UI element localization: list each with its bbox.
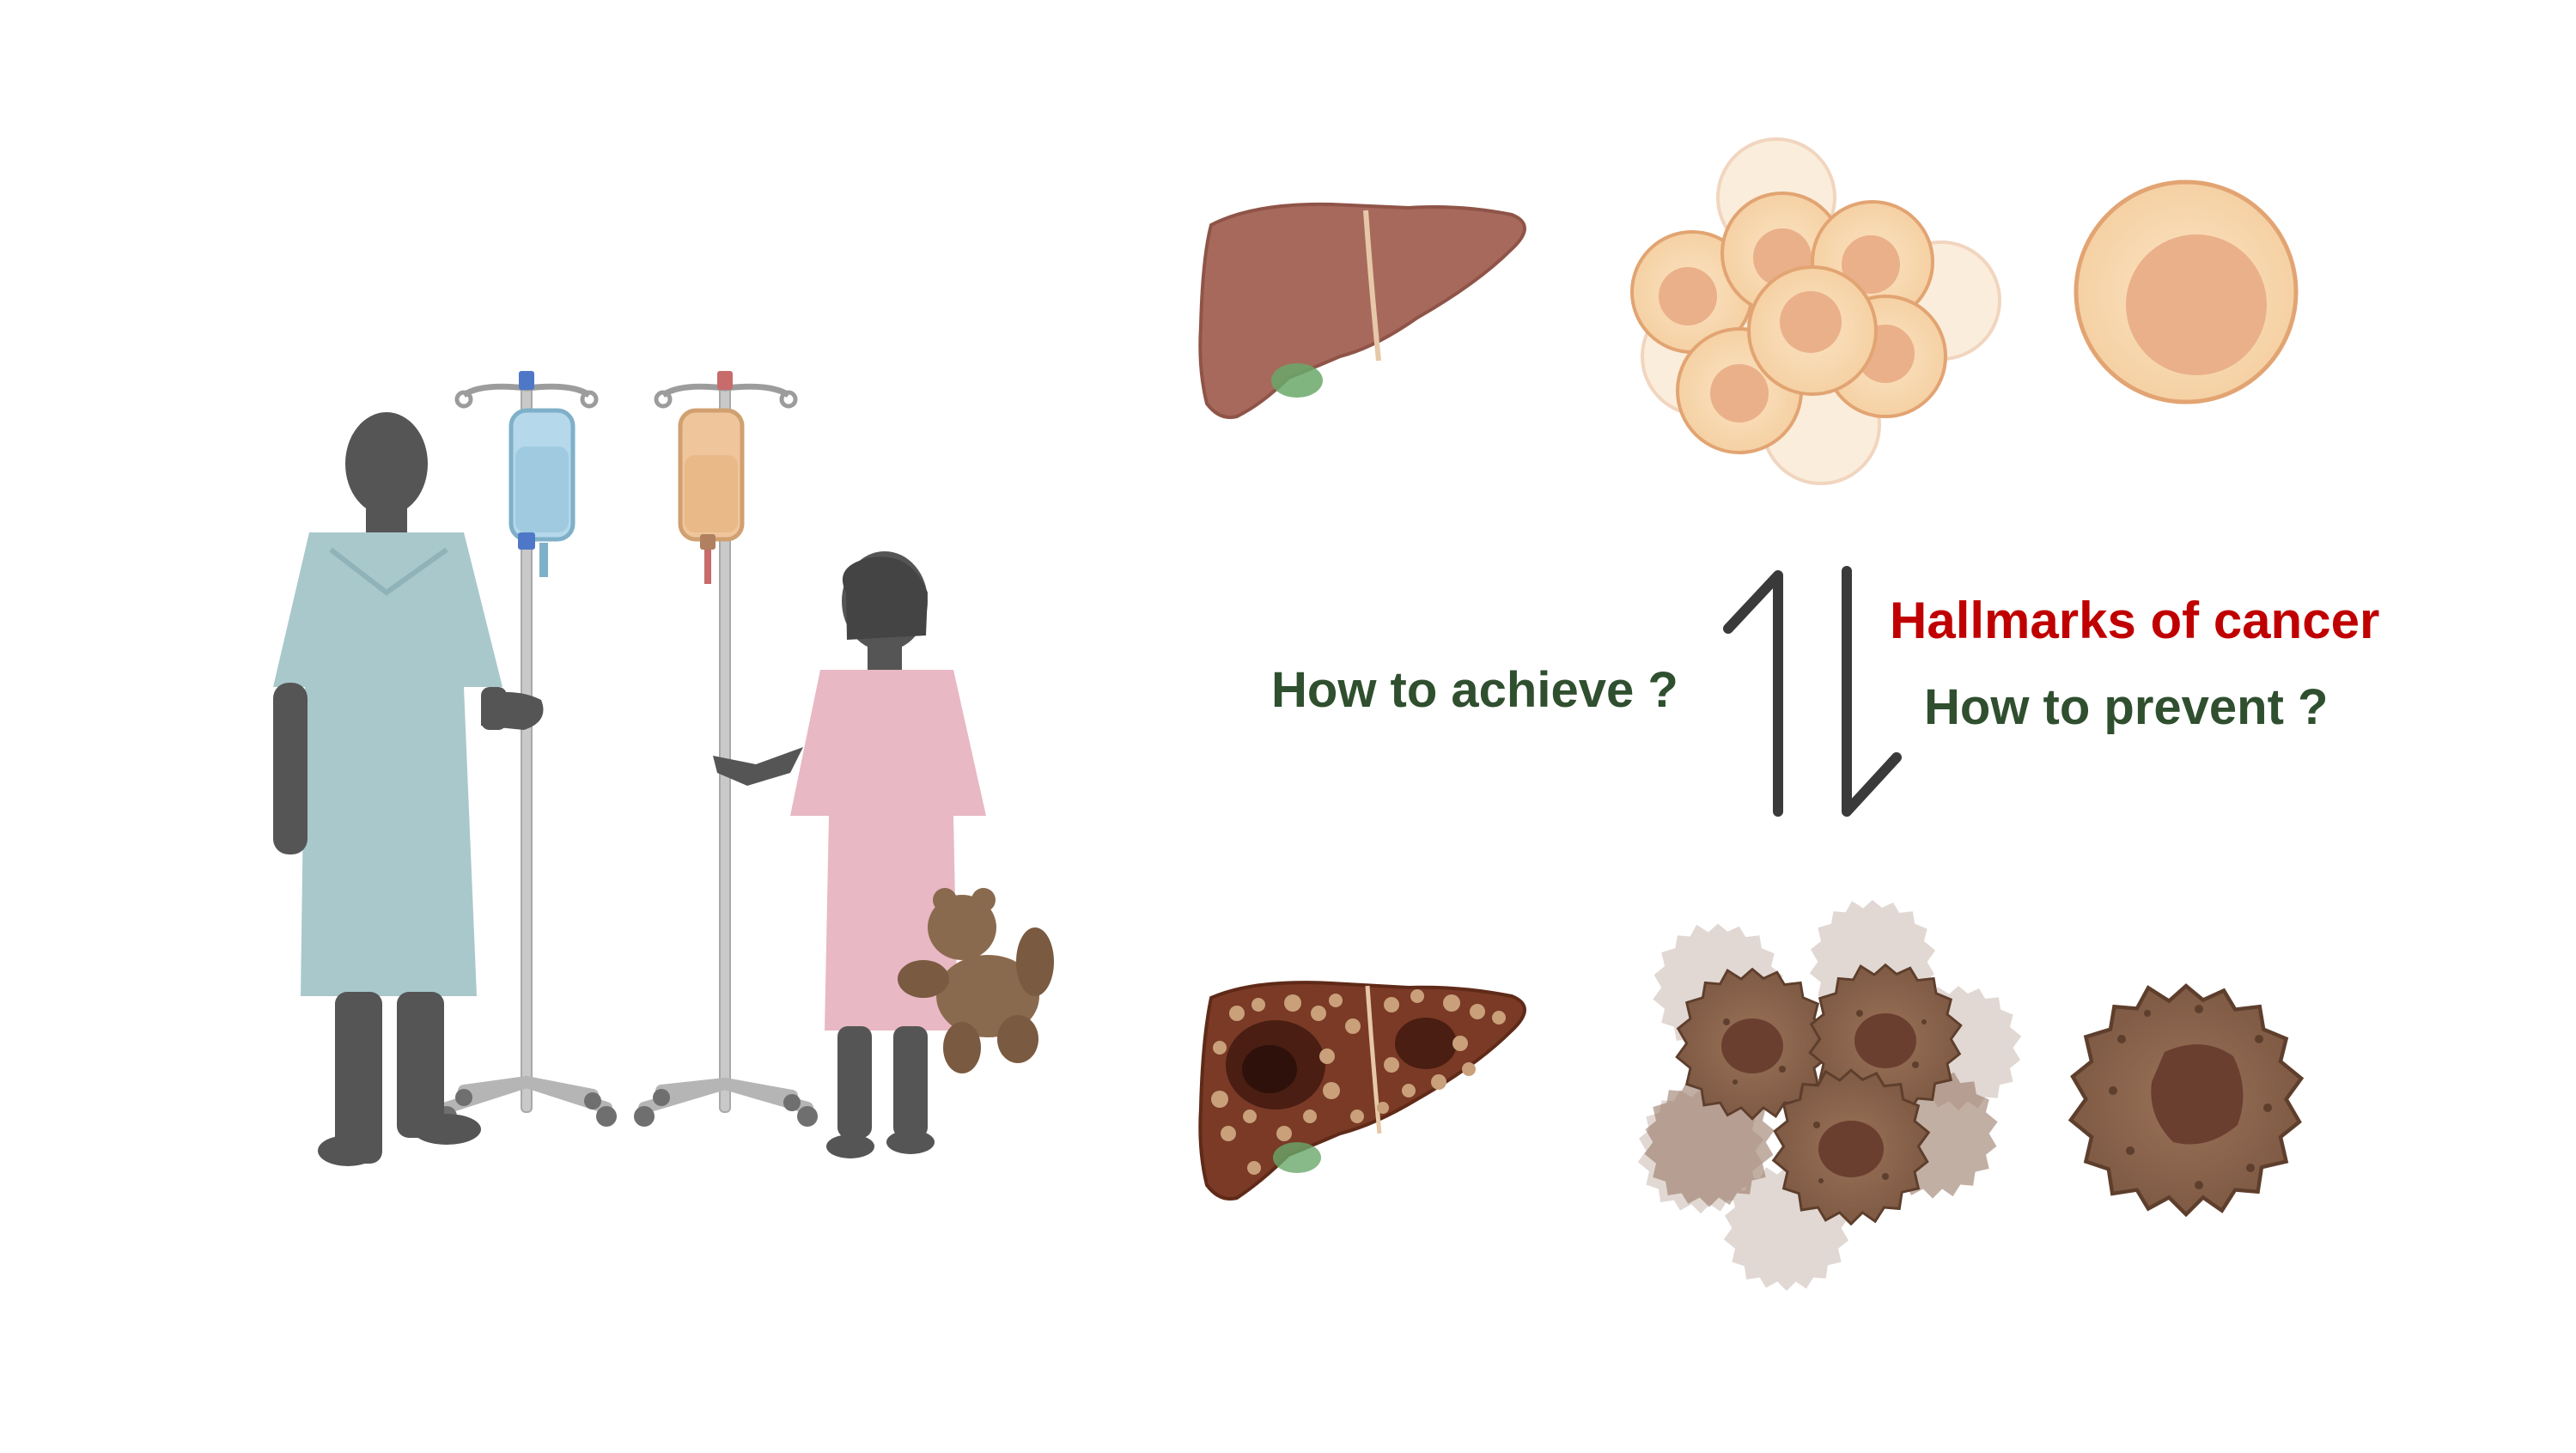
how-to-prevent-label: How to prevent ?	[1924, 679, 2329, 735]
teddy-bear-icon	[898, 888, 1054, 1073]
healthy-cell-cluster-icon	[1630, 137, 2001, 485]
adult-patient-icon	[273, 412, 544, 1166]
cancerous-liver-icon	[1198, 981, 1526, 1201]
hallmarks-of-cancer-label: Hallmarks of cancer	[1890, 592, 2380, 649]
iv-pole-icon	[634, 371, 818, 1127]
cancer-cell-cluster-icon	[1637, 900, 2022, 1292]
reversible-arrows-icon	[1723, 566, 1902, 817]
how-to-achieve-label: How to achieve ?	[1271, 662, 1678, 718]
healthy-liver-icon	[1198, 202, 1526, 419]
healthy-cell-icon	[2074, 179, 2299, 404]
cancer-cell-icon	[2071, 986, 2301, 1214]
iv-pole-icon	[436, 371, 617, 1127]
child-patient-icon	[713, 551, 986, 1158]
